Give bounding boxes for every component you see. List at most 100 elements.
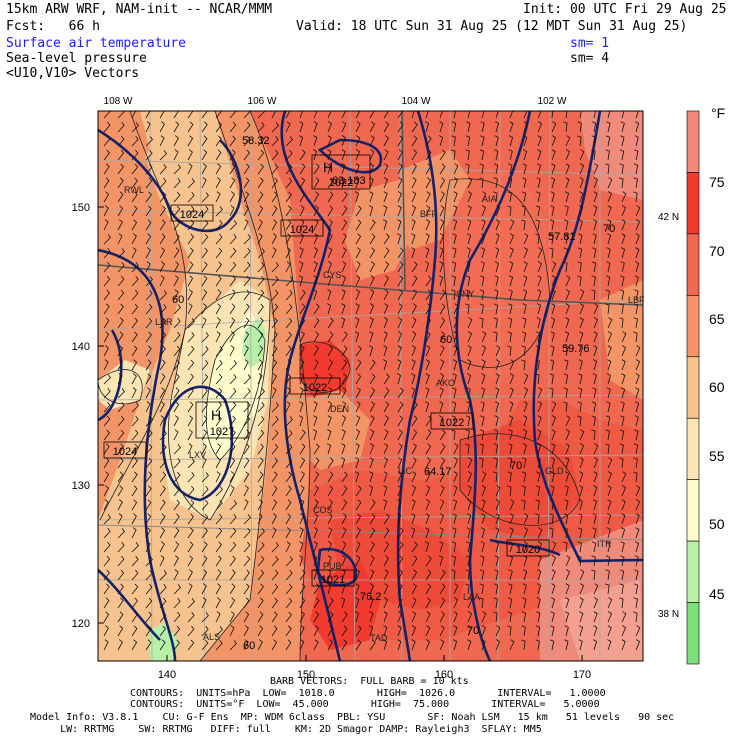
- wind-barb: [327, 429, 332, 441]
- wind-barb: [159, 345, 166, 357]
- wind-barb: [173, 444, 181, 455]
- wind-barb: [620, 247, 626, 259]
- wind-barb: [257, 471, 264, 483]
- wind-barb: [579, 111, 582, 119]
- wind-barb: [117, 625, 124, 637]
- wind-barb: [257, 345, 264, 357]
- wind-barb: [467, 499, 472, 511]
- wind-barb: [355, 275, 361, 287]
- wind-barb: [383, 513, 390, 525]
- wind-barb: [564, 639, 569, 651]
- wind-barb: [215, 583, 222, 595]
- wind-barb: [313, 401, 318, 413]
- wind-barb: [593, 611, 598, 623]
- wind-barb: [327, 261, 332, 273]
- wind-barb: [271, 625, 278, 637]
- wind-barb: [341, 429, 346, 441]
- wind-barb: [383, 317, 388, 329]
- wind-barb: [480, 135, 485, 147]
- wind-barb: [551, 443, 556, 455]
- wind-barb: [493, 163, 499, 175]
- wind-barb: [369, 135, 375, 147]
- wind-barb: [187, 555, 194, 567]
- wind-barb: [327, 513, 333, 525]
- wind-barb: [131, 345, 138, 357]
- wind-barb: [522, 457, 527, 469]
- wind-barb: [466, 233, 472, 245]
- wind-barb: [579, 331, 584, 343]
- wind-barb: [411, 429, 418, 441]
- wind-barb: [508, 135, 514, 147]
- wind-barb: [285, 541, 291, 553]
- wind-barb: [495, 527, 500, 539]
- wind-barb: [341, 541, 347, 553]
- wind-barb: [411, 177, 417, 189]
- wind-barb: [354, 191, 360, 203]
- wind-barb: [481, 639, 486, 651]
- wind-barb: [229, 345, 235, 357]
- wind-barb: [271, 542, 279, 553]
- wind-barb: [593, 457, 598, 469]
- wind-barb: [159, 247, 166, 259]
- wind-barb: [591, 415, 596, 427]
- wind-barb: [383, 149, 389, 161]
- wind-barb: [215, 331, 221, 343]
- wind-barb: [145, 569, 153, 581]
- valid-time: Valid: 18 UTC Sun 31 Aug 25 (12 MDT Sun …: [296, 19, 688, 34]
- wind-barb: [368, 625, 374, 637]
- wind-barb: [229, 331, 235, 343]
- wind-barb: [369, 121, 375, 133]
- wind-barb: [201, 163, 207, 175]
- wind-barb: [341, 111, 347, 119]
- smoothing-1: sm= 1: [570, 36, 610, 51]
- wind-barb: [145, 583, 153, 595]
- wind-barb: [313, 205, 319, 217]
- wind-barb: [201, 499, 209, 511]
- wind-barb: [564, 485, 569, 497]
- model-info-1: Model Info: V3.8.1 CU: G-F Ens MP: WDM 6…: [30, 712, 675, 723]
- colorbar-segment: [686, 172, 700, 235]
- wind-barb: [159, 150, 167, 161]
- wind-barb: [341, 275, 346, 287]
- wind-barb: [145, 499, 152, 511]
- wind-barb: [131, 457, 138, 469]
- wind-barb: [452, 499, 458, 511]
- wind-barb: [313, 177, 320, 189]
- wind-barb: [425, 275, 432, 287]
- wind-barb: [439, 149, 446, 161]
- wind-barb: [549, 639, 555, 651]
- wind-barb: [495, 513, 500, 525]
- wind-barb: [117, 443, 124, 455]
- wind-barb: [117, 555, 125, 567]
- wind-barb: [229, 597, 236, 609]
- wind-barb: [509, 247, 514, 259]
- wind-barb: [313, 163, 320, 175]
- wind-barb: [201, 457, 207, 469]
- wind-barb: [131, 542, 139, 553]
- wind-barb: [382, 219, 388, 231]
- wind-barb: [271, 191, 278, 203]
- wind-barb: [411, 219, 416, 231]
- wind-barb: [411, 415, 418, 427]
- wind-barb: [341, 247, 347, 259]
- wind-barb: [326, 443, 332, 455]
- wind-barb: [340, 597, 346, 609]
- wind-barb: [215, 486, 223, 497]
- wind-barb: [327, 177, 334, 189]
- wind-barb: [522, 149, 528, 161]
- wind-barb: [467, 111, 471, 119]
- wind-barb: [453, 331, 458, 343]
- wind-barb: [536, 303, 542, 315]
- wind-barb: [187, 499, 195, 511]
- wind-barb: [215, 457, 221, 469]
- wind-barb: [229, 625, 235, 637]
- wind-barb: [215, 429, 222, 441]
- wind-barb: [271, 135, 279, 147]
- wind-barb: [215, 527, 223, 539]
- wind-barb: [131, 205, 138, 217]
- wind-barb: [383, 415, 389, 427]
- wind-barb: [467, 471, 472, 483]
- wind-barb: [480, 261, 485, 273]
- wind-barb: [159, 317, 167, 329]
- wind-barb: [271, 163, 279, 175]
